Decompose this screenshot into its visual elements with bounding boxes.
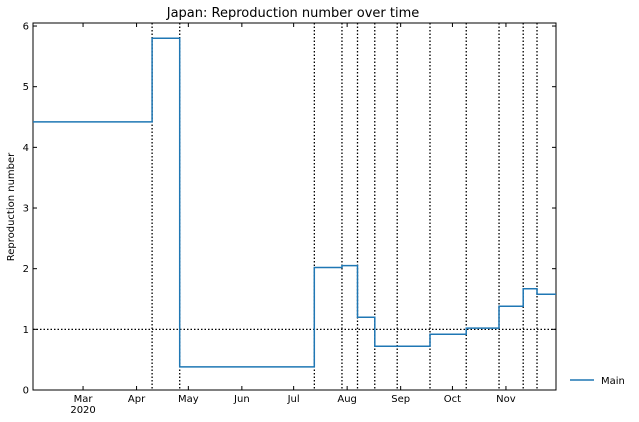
- y-tick-label: 2: [23, 264, 29, 275]
- series-line-main: [33, 37, 556, 368]
- x-tick-label: Nov: [496, 394, 516, 405]
- x-tick-label: Jul: [287, 394, 300, 405]
- x-tick-label: Sep: [391, 394, 410, 405]
- y-tick-label: 3: [23, 204, 29, 215]
- chart-title: Japan: Reproduction number over time: [166, 6, 420, 21]
- x-tick-label: Apr: [128, 394, 146, 405]
- x-tick-label: Mar: [74, 394, 94, 405]
- y-tick-label: 0: [23, 386, 29, 397]
- legend-label-main: Main: [601, 376, 625, 387]
- legend: Main: [570, 376, 625, 387]
- y-tick-label: 6: [23, 22, 29, 33]
- y-axis-label: Reproduction number: [6, 152, 17, 261]
- y-tick-label: 5: [23, 82, 29, 93]
- y-tick-label: 4: [23, 143, 29, 154]
- x-tick-label: Jun: [233, 394, 250, 405]
- plot-frame: [32, 22, 557, 391]
- x-tick-sublabel: 2020: [70, 405, 95, 416]
- x-tick-label: Aug: [337, 394, 357, 405]
- x-tick-label: Oct: [444, 394, 461, 405]
- x-tick-label: May: [178, 394, 199, 405]
- y-tick-label: 1: [23, 325, 29, 336]
